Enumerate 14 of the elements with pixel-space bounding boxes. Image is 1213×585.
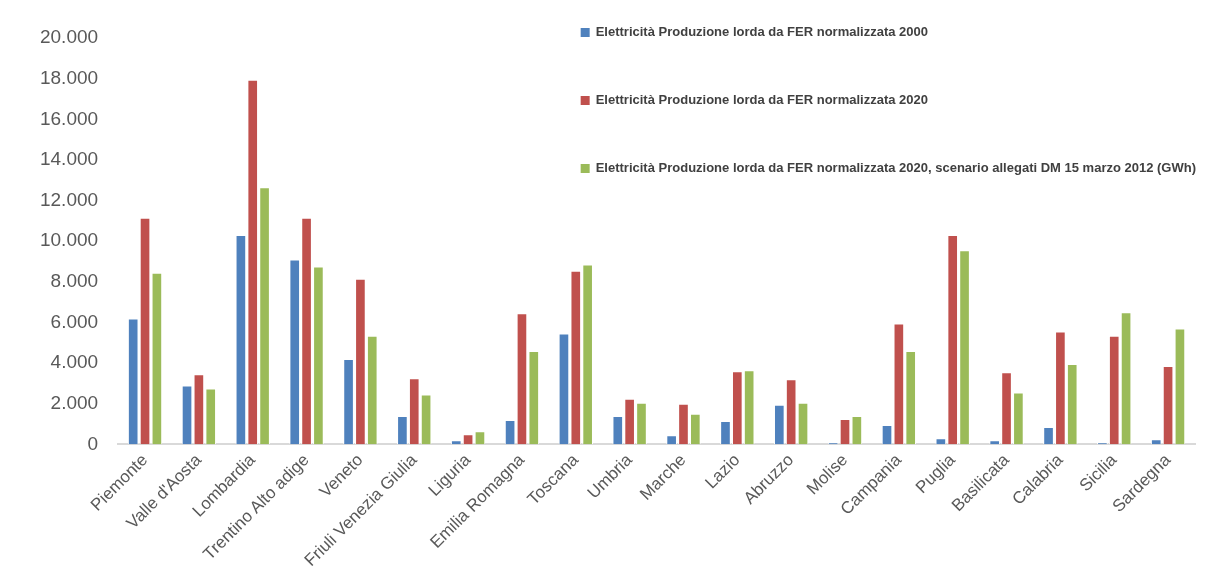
y-tick-label: 2.000 (50, 391, 99, 413)
y-tick-label: 10.000 (39, 229, 99, 251)
y-tick-label: 20.000 (39, 26, 99, 48)
legend-label: Elettricità Produzione lorda da FER normalizzata 2020 (595, 91, 928, 107)
y-tick-label: 14.000 (39, 148, 99, 170)
y-tick-label: 6.000 (50, 310, 99, 332)
y-tick-label: 0 (87, 432, 99, 454)
legend-label: Elettricità Produzione lorda da FER normalizzata 2020, scenario allegati DM 15 marzo 2012 (GWh) (595, 159, 1197, 175)
legend-label: Elettricità Produzione lorda da FER normalizzata 2000 (595, 23, 928, 39)
y-tick-label: 12.000 (39, 188, 99, 210)
y-tick-label: 18.000 (39, 66, 99, 88)
y-tick-label: 8.000 (50, 270, 99, 292)
y-tick-label: 4.000 (50, 351, 99, 373)
y-tick-label: 16.000 (39, 107, 99, 129)
